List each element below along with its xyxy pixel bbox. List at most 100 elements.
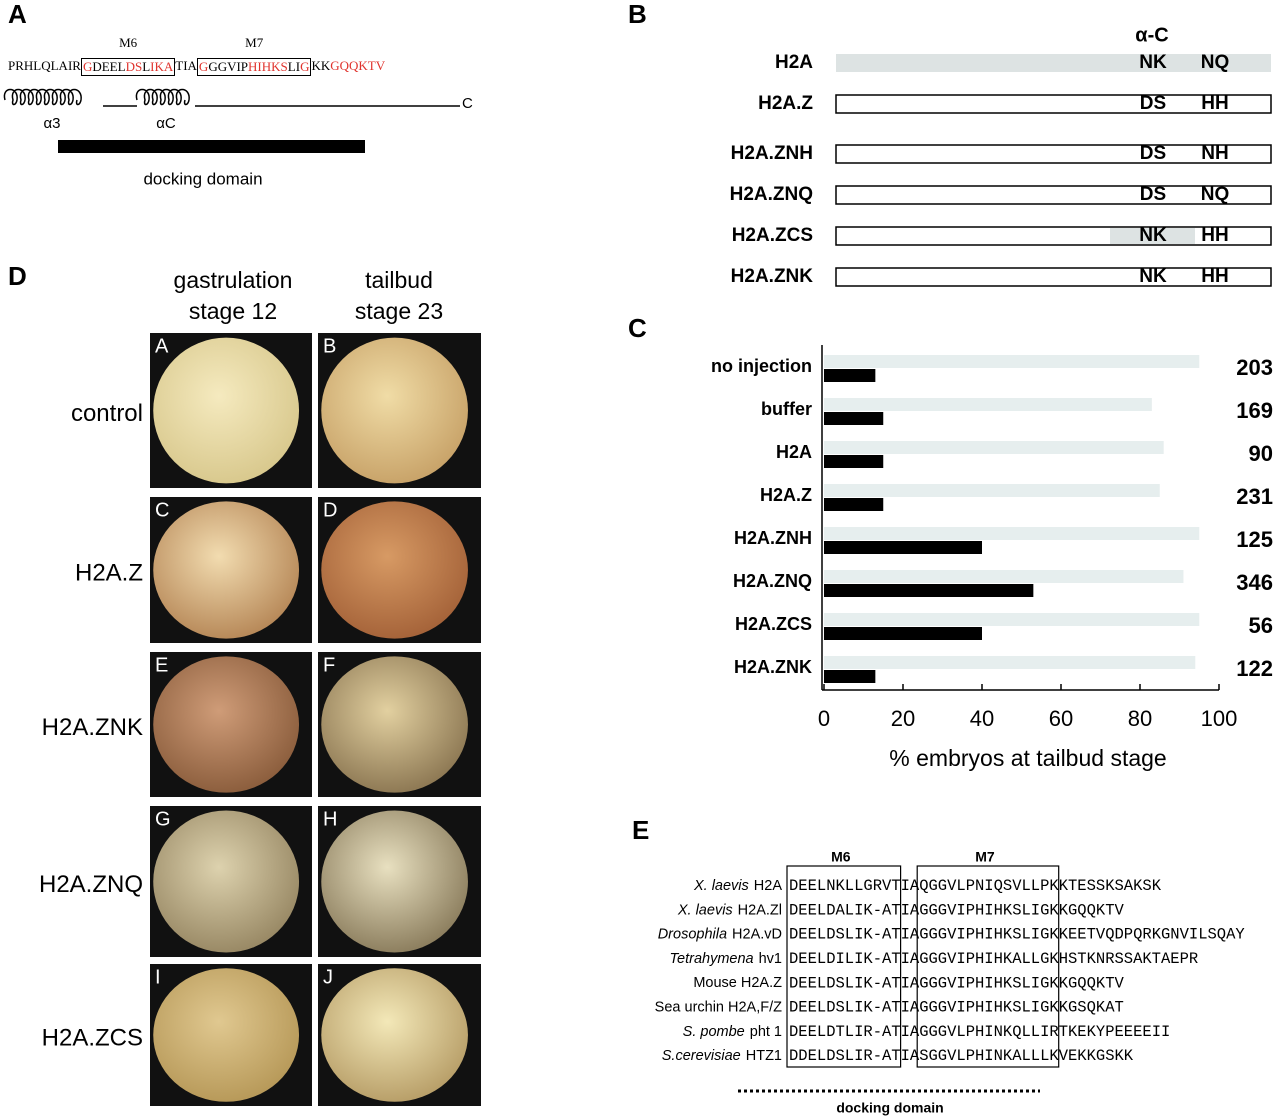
embryo xyxy=(321,656,468,793)
species-protein: H2A.Zl xyxy=(738,902,782,918)
species: Sea urchin H2A,F/Z xyxy=(655,999,782,1015)
alpha-c-header: α-C xyxy=(1135,24,1168,46)
residues: GGVIP xyxy=(208,59,249,74)
construct-name: H2A.ZCS xyxy=(732,225,813,246)
motif-box xyxy=(786,865,902,1068)
row-label: H2A.ZNK xyxy=(42,714,143,741)
bar xyxy=(824,656,1196,669)
construct-bar xyxy=(835,94,1272,114)
bar xyxy=(824,355,1200,368)
construct-bar xyxy=(835,144,1272,164)
construct-bar xyxy=(836,54,1271,72)
sequence: PRHLQLAIR M6 GDEELDSLIKA TIA M7 GGGVIPHIHKSLI… xyxy=(8,35,385,76)
motif-label: M6 xyxy=(119,35,138,50)
category-label: buffer xyxy=(761,399,812,419)
construct-name: H2A.ZNH xyxy=(731,143,813,164)
bar xyxy=(824,412,884,425)
residues: L xyxy=(142,59,151,74)
residues: TIA xyxy=(175,58,197,73)
embryo xyxy=(153,968,300,1102)
embryo xyxy=(153,337,300,484)
motif-box xyxy=(916,865,1060,1068)
image-letter: D xyxy=(323,499,337,521)
swap-region xyxy=(1110,228,1195,244)
species-protein: Sea urchin H2A,F/Z xyxy=(655,999,782,1015)
alignment-sequence: DDELDSLIR-ATIASGGVLPHINKALLLKVEKKGSKK xyxy=(789,1047,1134,1065)
docking-bar xyxy=(58,140,365,153)
residue-pair: HH xyxy=(1201,266,1228,287)
motif-box: M6 GDEELDSLIKA xyxy=(80,35,176,76)
sequence-group: KKGQQKTV xyxy=(311,58,385,76)
x-tick-label: 40 xyxy=(970,706,994,731)
category-label: H2A xyxy=(776,442,812,462)
x-axis-label: % embryos at tailbud stage xyxy=(889,745,1166,771)
residue-pair: DS xyxy=(1140,143,1166,164)
alignment-sequence: DEELDSLIK-ATIAGGGVIPHIHKSLIGKKGQQKTV xyxy=(789,974,1124,992)
domain-label: docking domain xyxy=(143,169,262,188)
category-label: H2A.Z xyxy=(760,485,812,505)
category-label: H2A.ZNQ xyxy=(733,571,812,591)
residues: KK xyxy=(311,58,331,73)
helix xyxy=(135,88,190,106)
species: Mouse H2A.Z xyxy=(693,975,782,991)
x-tick-label: 20 xyxy=(891,706,915,731)
species-genus: S. pombe xyxy=(683,1024,745,1040)
panel-letter: A xyxy=(8,0,27,29)
embryo xyxy=(321,337,468,484)
embryo xyxy=(153,810,300,953)
alignment-sequence: DEELNKLLGRVTIAQGGVLPNIQSVLLPKKTESSKSAKSK xyxy=(789,877,1162,895)
image-letter: I xyxy=(155,966,161,988)
species-protein: H2A xyxy=(754,878,783,894)
count-label: 169 xyxy=(1236,398,1273,423)
row-label: H2A.ZCS xyxy=(42,1024,143,1051)
x-tick-label: 80 xyxy=(1128,706,1152,731)
construct-bar xyxy=(835,267,1272,287)
domain-label: docking domain xyxy=(836,1100,943,1116)
residue-pair: NH xyxy=(1201,143,1228,164)
image-letter: B xyxy=(323,335,336,357)
bar xyxy=(824,527,1200,540)
species-protein: hv1 xyxy=(759,951,782,967)
motif-label: M7 xyxy=(975,849,995,865)
species-protein: H2A.vD xyxy=(732,926,782,942)
bar xyxy=(824,584,1034,597)
alignment-sequence: DEELDSLIK-ATIAGGGVIPHIHKSLIGKKEETVQDPQRK… xyxy=(789,926,1245,944)
x-tick-label: 60 xyxy=(1049,706,1073,731)
residues: GQQKTV xyxy=(330,58,386,73)
bar xyxy=(824,455,884,468)
embryo xyxy=(321,501,468,639)
species-genus: X. laevis xyxy=(677,902,733,918)
embryo xyxy=(153,501,300,639)
motif-box: M7 GGGVIPHIHKSLIG xyxy=(196,35,312,76)
species: X. laevis H2A xyxy=(693,878,782,894)
bar xyxy=(824,398,1152,411)
helix-label: αC xyxy=(156,115,176,132)
species: S.cerevisiae HTZ1 xyxy=(662,1048,782,1064)
residue-pair: HH xyxy=(1201,225,1228,246)
motif-label: M6 xyxy=(831,849,851,865)
motif-label: M7 xyxy=(245,35,264,50)
sequence-group: TIA xyxy=(175,58,197,76)
helix xyxy=(3,88,82,106)
species-genus: X. laevis xyxy=(693,878,749,894)
image-letter: H xyxy=(323,808,337,830)
bar xyxy=(824,541,982,554)
residues: G xyxy=(300,59,310,74)
category-label: H2A.ZNH xyxy=(734,528,812,548)
residues: DEEL xyxy=(92,59,126,74)
panel-letter: E xyxy=(632,815,649,845)
image-letter: G xyxy=(155,808,171,830)
bar xyxy=(824,484,1160,497)
embryo xyxy=(153,656,300,793)
species: S. pombe pht 1 xyxy=(683,1024,782,1040)
residues: LI xyxy=(287,59,301,74)
species-genus: Drosophila xyxy=(658,926,727,942)
count-label: 56 xyxy=(1249,613,1273,638)
count-label: 231 xyxy=(1236,484,1273,509)
row-label: H2A.ZNQ xyxy=(39,871,143,898)
species-genus: S.cerevisiae xyxy=(662,1048,741,1064)
image-letter: C xyxy=(155,499,169,521)
count-label: 122 xyxy=(1236,656,1273,681)
bar xyxy=(824,369,876,382)
